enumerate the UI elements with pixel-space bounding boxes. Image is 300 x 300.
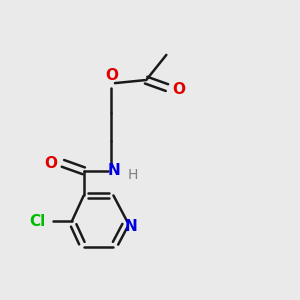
Text: N: N	[124, 219, 137, 234]
Text: O: O	[172, 82, 185, 97]
Text: Cl: Cl	[29, 214, 45, 229]
Text: O: O	[105, 68, 118, 83]
Text: N: N	[107, 163, 120, 178]
Text: H: H	[128, 168, 138, 182]
Text: O: O	[44, 156, 57, 171]
